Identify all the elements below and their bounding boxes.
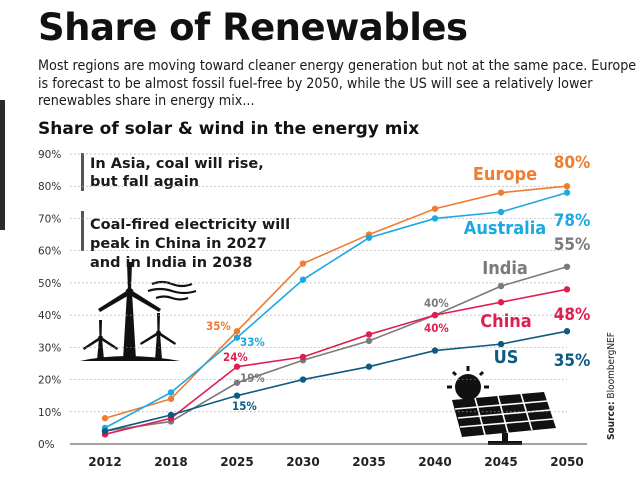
x-tick-label: 2040: [418, 455, 451, 469]
data-point-us: [233, 392, 241, 399]
data-point-australia: [167, 389, 175, 396]
data-point-us: [167, 411, 175, 419]
series-layer: [101, 183, 571, 438]
data-label-australia-2025: 33%: [240, 335, 265, 349]
x-tick-label: 2025: [220, 455, 253, 469]
data-point-china: [233, 363, 241, 370]
data-point-australia: [431, 215, 439, 222]
series-line-europe: [104, 185, 568, 419]
annotation-asia-line-1: In Asia, coal will rise,: [90, 156, 264, 172]
x-tick-label: 2018: [154, 455, 187, 469]
data-point-china: [497, 299, 505, 306]
data-label-australia-2050: 78%: [554, 211, 591, 231]
wind-turbine-icon: [80, 262, 197, 361]
y-tick-label: 80%: [38, 181, 61, 193]
series-name-australia: Australia: [464, 218, 546, 239]
chart-axes: 0% 10% 20% 30% 40% 50% 60% 70% 80% 90% 2012 2018 202…: [38, 149, 587, 469]
data-label-us-2050: 35%: [554, 351, 591, 371]
data-point-us: [101, 427, 109, 435]
data-point-india: [233, 379, 241, 386]
data-point-europe: [431, 205, 439, 212]
data-point-china: [365, 331, 373, 338]
data-point-europe: [299, 260, 307, 267]
y-tick-label: 50%: [38, 278, 61, 290]
data-point-australia: [365, 234, 373, 241]
data-point-europe: [497, 189, 505, 196]
series-name-us: US: [494, 347, 519, 368]
data-label-india-2025: 19%: [240, 371, 265, 385]
x-tick-label: 2045: [484, 455, 517, 469]
data-point-europe: [101, 415, 109, 422]
annotation-coal-line-1: Coal-fired electricity will: [90, 217, 290, 233]
data-point-china: [431, 311, 439, 319]
annotation-asia-coal: In Asia, coal will rise, but fall again: [81, 153, 264, 191]
annotation-asia-line-2: but fall again: [90, 174, 199, 190]
data-point-india: [563, 263, 571, 270]
x-tick-label: 2050: [550, 455, 583, 469]
y-tick-label: 60%: [38, 246, 61, 258]
data-point-europe: [167, 395, 175, 403]
series-name-india: India: [482, 258, 528, 279]
accent-bar: [0, 100, 5, 230]
data-point-india: [497, 282, 505, 290]
x-tick-label: 2012: [88, 455, 121, 469]
y-tick-label: 10%: [38, 407, 61, 419]
y-tick-label: 30%: [38, 342, 61, 354]
y-tick-label: 0%: [38, 439, 55, 451]
source-note: Source: BloombergNEF: [606, 332, 617, 440]
data-label-china-2040: 40%: [424, 321, 449, 335]
annotation-coal-peak: Coal-fired electricity will peak in Chin…: [81, 211, 290, 271]
data-label-china-2025: 24%: [223, 350, 248, 364]
y-tick-label: 70%: [38, 213, 61, 225]
source-name: BloombergNEF: [606, 332, 617, 399]
data-point-australia: [233, 334, 241, 341]
page-subtitle: Most regions are moving toward cleaner e…: [38, 58, 637, 109]
solar-panel-icon: [447, 366, 556, 445]
data-point-us: [431, 347, 439, 354]
data-point-europe: [233, 328, 241, 335]
series-line-us: [104, 330, 568, 432]
series-line-india: [104, 266, 568, 432]
y-tick-label: 90%: [38, 149, 61, 161]
series-line-australia: [104, 191, 568, 429]
data-point-us: [299, 376, 307, 383]
series-name-china: China: [480, 311, 531, 332]
data-label-europe-2025: 35%: [206, 319, 231, 333]
x-tick-label: 2035: [352, 455, 385, 469]
series-name-europe: Europe: [473, 164, 537, 185]
source-prefix: Source:: [606, 401, 617, 440]
data-point-australia: [497, 208, 505, 216]
data-point-europe: [563, 183, 571, 190]
data-label-china-2050: 48%: [554, 305, 591, 325]
series-line-china: [104, 288, 568, 436]
data-label-india-2050: 55%: [554, 235, 591, 255]
data-label-india-2040: 40%: [424, 296, 449, 310]
data-point-us: [497, 340, 505, 348]
data-point-us: [563, 328, 571, 335]
data-point-india: [365, 337, 373, 345]
data-point-australia: [299, 276, 307, 283]
x-tick-label: 2030: [286, 455, 319, 469]
data-point-australia: [563, 189, 571, 196]
y-tick-label: 20%: [38, 375, 61, 387]
y-tick-label: 40%: [38, 310, 61, 322]
chart-title: Share of solar & wind in the energy mix: [38, 119, 420, 139]
data-label-europe-2050: 80%: [554, 153, 591, 173]
data-point-china: [299, 353, 307, 361]
data-label-us-2025: 15%: [232, 399, 257, 413]
data-point-china: [563, 286, 571, 293]
data-point-us: [365, 363, 373, 370]
annotation-coal-line-2: peak in China in 2027: [90, 236, 267, 252]
page-title: Share of Renewables: [38, 6, 468, 49]
annotation-coal-line-3: and in India in 2038: [90, 255, 252, 271]
labels-layer: Europe Australia India China US 35% 33%24% 19% 1…: [206, 153, 590, 413]
